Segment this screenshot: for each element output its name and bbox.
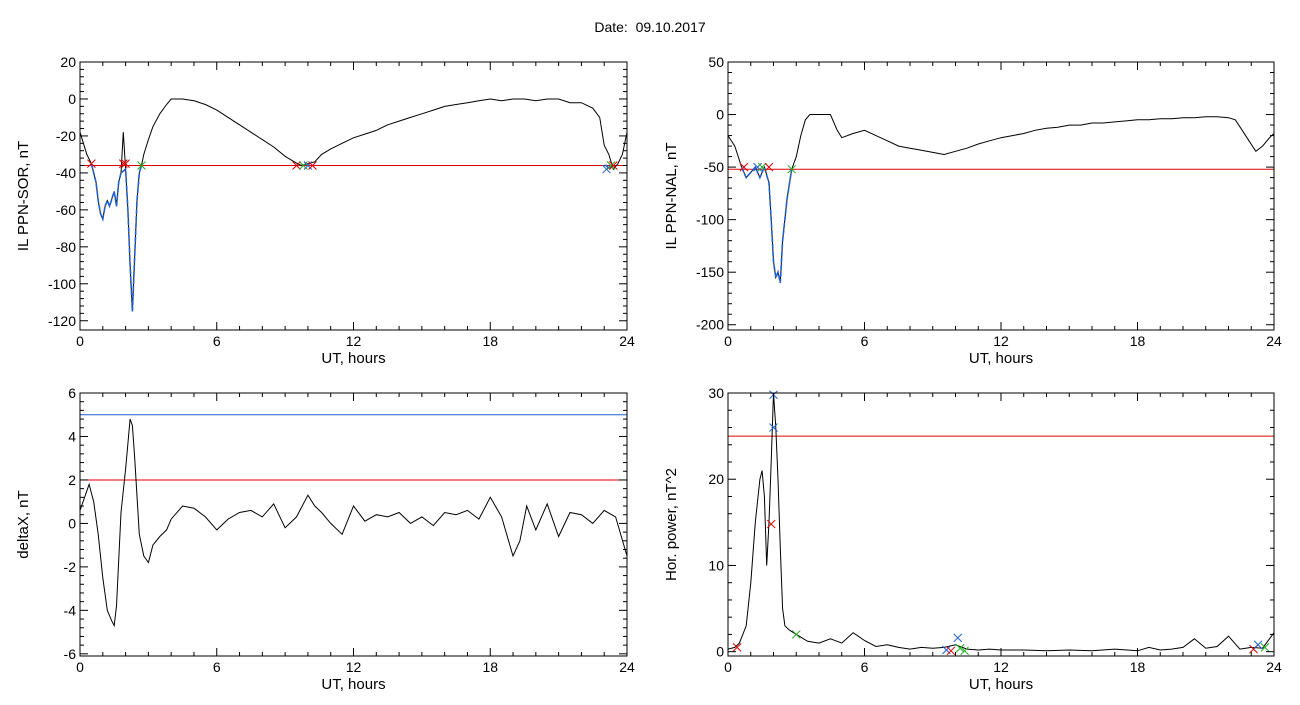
plot-1-ytick-label-7: 0 — [68, 91, 76, 107]
plot-1-xtick-label-1: 0 — [76, 333, 84, 349]
plot-4-ytick-label-2: 10 — [708, 557, 724, 573]
plot-4-xtick-label-5: 24 — [1266, 659, 1282, 675]
plot-1-xlabel: UT, hours — [321, 350, 385, 367]
plot-1-marker-9 — [602, 164, 611, 174]
plot-4-marker-10 — [960, 646, 969, 656]
plot-4-ytick-label-1: 0 — [716, 644, 724, 660]
plot-3-ytick-label-4: 0 — [68, 515, 76, 531]
plot-4-ylabel: Hor. power, nT^2 — [663, 468, 680, 581]
plot-1-ytick-label-2: -100 — [48, 276, 76, 292]
plot-1-ylabel: IL PPN-SOR, nT — [15, 141, 32, 251]
plot-4-marker-4 — [766, 519, 776, 529]
plot-1-xtick-label-2: 6 — [213, 333, 221, 349]
plot-1-marker-6 — [299, 161, 308, 170]
plot-2-ytick-label-4: -50 — [704, 159, 724, 175]
plot-3-xtick-label-5: 24 — [619, 659, 635, 675]
plot-2-xlabel: UT, hours — [969, 350, 1033, 367]
plot-1-marker-3 — [121, 159, 130, 169]
plot-1-xtick-label-5: 24 — [619, 333, 635, 349]
plot-2-marker-4 — [764, 162, 774, 172]
plot-3-xtick-label-1: 0 — [76, 659, 84, 675]
plot-1-ytick-label-3: -80 — [56, 239, 76, 255]
plot-2-series-2 — [740, 164, 793, 283]
plot-2-ytick-label-3: -100 — [696, 212, 724, 228]
plot-4-xtick-label-3: 12 — [993, 659, 1009, 675]
plot-2-ytick-label-1: -200 — [696, 317, 724, 333]
plot-3-ytick-label-3: -2 — [64, 559, 77, 575]
plot-3-xlabel: UT, hours — [321, 676, 385, 693]
plot-2-marker-1 — [739, 162, 749, 172]
plot-1-ytick-label-8: 20 — [60, 54, 76, 70]
plot-2-xtick-label-2: 6 — [861, 333, 869, 349]
plot-1-marker-10 — [606, 161, 616, 170]
plot-4-xtick-label-1: 0 — [724, 659, 732, 675]
plot-4-marker-1 — [732, 643, 742, 652]
plot-4-xtick-label-4: 18 — [1130, 659, 1146, 675]
plot-4-marker-8 — [953, 633, 963, 643]
plot-3-ytick-label-5: 2 — [68, 472, 76, 488]
plot-4-ytick-label-3: 20 — [708, 471, 724, 487]
plot-2-marker-5 — [787, 164, 797, 174]
plot-1-marker-4 — [137, 161, 146, 170]
plot-3-ytick-label-7: 6 — [68, 385, 76, 401]
plot-4-frame — [727, 392, 1275, 657]
plot-3-xtick-label-3: 12 — [346, 659, 362, 675]
plot-2-marker-2 — [753, 162, 762, 172]
plot-3-xtick-label-4: 18 — [482, 659, 498, 675]
plot-2-ytick-label-6: 50 — [708, 54, 724, 70]
plot-2-xtick-label-4: 18 — [1130, 333, 1146, 349]
plot-1-marker-7 — [303, 161, 313, 170]
plot-1-xtick-label-4: 18 — [482, 333, 498, 349]
plot-1-marker-11 — [608, 161, 618, 170]
plot-4-ytick-label-4: 30 — [708, 385, 724, 401]
plot-1-ytick-label-5: -40 — [56, 165, 76, 181]
plot-4-xlabel: UT, hours — [969, 676, 1033, 693]
plot-3-ytick-label-2: -4 — [64, 602, 77, 618]
plot-2-marker-3 — [757, 162, 767, 172]
plot-4-series-1 — [727, 392, 1275, 652]
plot-2-series-1 — [727, 114, 1275, 283]
plot-2-xtick-label-3: 12 — [993, 333, 1009, 349]
plot-4-marker-5 — [791, 630, 801, 639]
plot-1-marker-1 — [87, 159, 96, 169]
plot-4-marker-3 — [769, 423, 778, 432]
plot-4-marker-7 — [946, 646, 956, 656]
plot-1-frame — [79, 61, 628, 331]
plot-3-ytick-label-6: 4 — [68, 428, 76, 444]
plot-2-ylabel: IL PPN-NAL, nT — [663, 143, 680, 250]
plot-1-series-1 — [79, 98, 628, 312]
plot-2-xtick-label-5: 24 — [1266, 333, 1282, 349]
plot-1-ytick-label-4: -60 — [56, 202, 76, 218]
plot-4-marker-9 — [955, 643, 965, 653]
plot-3-frame — [79, 392, 628, 657]
plot-3-ytick-label-1: -6 — [64, 646, 77, 662]
plot-1-series-2 — [90, 163, 143, 312]
plot-3-series-1 — [79, 418, 628, 628]
plot-1-ytick-label-6: -20 — [56, 128, 76, 144]
plot-1-ytick-label-1: -120 — [48, 313, 76, 329]
page-title: Date: 09.10.2017 — [594, 19, 706, 35]
plot-2-xtick-label-1: 0 — [724, 333, 732, 349]
plot-4-marker-12 — [1253, 640, 1263, 650]
plot-3-ylabel: deltaX, nT — [15, 490, 32, 558]
plot-1-xtick-label-3: 12 — [346, 333, 362, 349]
plot-2-ytick-label-5: 0 — [716, 107, 724, 123]
plot-1-marker-5 — [292, 161, 301, 170]
plot-2-ytick-label-2: -150 — [696, 264, 724, 280]
plot-3-xtick-label-2: 6 — [213, 659, 221, 675]
plot-4-marker-13 — [1260, 643, 1270, 652]
plot-1-marker-2 — [118, 159, 128, 169]
plot-1-marker-8 — [308, 161, 317, 170]
plot-4-xtick-label-2: 6 — [861, 659, 869, 675]
plot-2-frame — [727, 61, 1275, 331]
